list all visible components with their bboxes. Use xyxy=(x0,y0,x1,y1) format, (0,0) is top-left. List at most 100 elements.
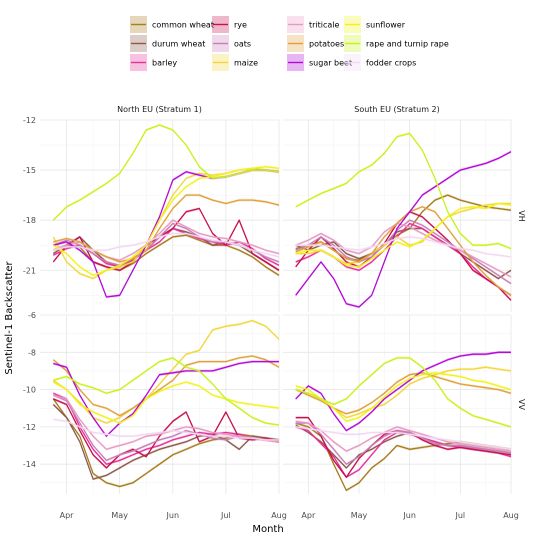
legend-entry-maize: maize xyxy=(212,54,258,71)
series-line-rape-and-turnip-rape xyxy=(295,132,512,250)
strip-label-vv: VV xyxy=(517,399,526,410)
x-tick-label: May xyxy=(351,511,368,520)
series-line-rape-and-turnip-rape xyxy=(53,357,280,426)
series-line-sunflower xyxy=(52,381,280,424)
legend-label-sugar-beet: sugar beet xyxy=(309,59,352,68)
ribbon-sunflower xyxy=(53,165,279,277)
legend-label-rye: rye xyxy=(234,21,247,30)
x-tick-label: Apr xyxy=(60,511,75,520)
ribbon-potatoes xyxy=(295,371,511,416)
series-line-maize xyxy=(52,167,280,280)
panel-north-eu-stratum-1-vv: -14 -12 -10 -8 -6 Apr May Jun Jul Aug xyxy=(23,311,287,520)
legend-entry-durum-wheat: durum wheat xyxy=(130,35,205,52)
series-line-fodder-crops xyxy=(53,232,280,258)
ribbon-triticale xyxy=(295,420,511,453)
y-tick-label: -6 xyxy=(28,311,36,320)
legend-label-barley: barley xyxy=(152,59,177,68)
series-line-maize xyxy=(295,366,512,419)
legend-label-fodder-crops: fodder crops xyxy=(366,59,416,68)
strip-label-north-eu-stratum-1: North EU (Stratum 1) xyxy=(117,105,202,114)
legend-entry-barley: barley xyxy=(130,54,177,71)
series-line-sugar-beet xyxy=(295,151,512,308)
strip-label-south-eu-stratum-2: South EU (Stratum 2) xyxy=(354,105,440,114)
series-line-barley xyxy=(53,392,280,465)
x-tick-label: Apr xyxy=(301,511,316,520)
ribbon-sugar-beet xyxy=(295,351,511,432)
ribbon-rape-and-turnip-rape xyxy=(53,356,279,427)
legend-label-rape-and-turnip-rape: rape and turnip rape xyxy=(366,40,449,49)
y-tick-label: -14 xyxy=(23,460,36,469)
x-tick-label: Jul xyxy=(455,511,466,520)
legend-label-common-wheat: common wheat xyxy=(152,21,214,30)
x-tick-label: Aug xyxy=(271,511,287,520)
series-line-triticale xyxy=(53,394,280,450)
series-line-potatoes xyxy=(52,355,280,417)
series-line-fodder-crops xyxy=(53,418,279,441)
ribbon-maize xyxy=(295,202,511,265)
strip-label-vh: VH xyxy=(517,210,526,222)
legend-entry-common-wheat: common wheat xyxy=(130,16,214,33)
legend-entry-rape-and-turnip-rape: rape and turnip rape xyxy=(344,35,449,52)
x-tick-label: Jul xyxy=(220,511,231,520)
legend-label-maize: maize xyxy=(234,59,258,68)
legend-label-oats: oats xyxy=(234,40,251,49)
y-tick-label: -10 xyxy=(23,386,36,395)
series-line-triticale xyxy=(295,420,512,452)
ribbon-rye xyxy=(295,416,511,479)
legend-label-sunflower: sunflower xyxy=(366,21,406,30)
legend-label-durum-wheat: durum wheat xyxy=(152,40,205,49)
series-line-sugar-beet xyxy=(295,351,511,432)
legend-entry-sugar-beet: sugar beet xyxy=(287,54,352,71)
series-line-sunflower xyxy=(295,202,512,268)
ribbon-fodder-crops xyxy=(295,235,511,259)
panel-south-eu-stratum-2-vv: VV Apr May Jun Jul Aug xyxy=(283,314,526,520)
x-tick-label: Jun xyxy=(166,511,180,520)
legend: common wheat durum wheat barley rye oats maiz… xyxy=(130,16,449,71)
series-line-common-wheat xyxy=(53,234,280,276)
ribbon-sunflower xyxy=(53,380,279,425)
y-tick-label: -15 xyxy=(23,166,36,175)
ribbon-maize xyxy=(53,167,279,280)
y-tick-label: -8 xyxy=(28,348,36,357)
ribbon-potatoes xyxy=(53,354,279,417)
series-line-sunflower xyxy=(295,372,512,422)
y-tick-label: -18 xyxy=(23,216,36,225)
series-line-sugar-beet xyxy=(53,360,279,437)
series-line-rape-and-turnip-rape xyxy=(52,124,280,221)
x-tick-label: Aug xyxy=(503,511,519,520)
x-tick-label: Jun xyxy=(402,511,416,520)
legend-entry-oats: oats xyxy=(212,35,251,52)
series-line-rape-and-turnip-rape xyxy=(295,357,512,428)
series-line-sunflower xyxy=(52,166,280,276)
series-line-oats xyxy=(295,422,512,465)
series-line-triticale xyxy=(295,222,512,278)
legend-label-potatoes: potatoes xyxy=(309,40,344,49)
y-tick-label: -21 xyxy=(23,266,36,275)
facet-panels: North EU (Stratum 1)-21-18-15-12-14-12-1… xyxy=(23,105,526,520)
ribbon-rye xyxy=(53,207,279,272)
legend-entry-fodder-crops: fodder crops xyxy=(344,54,416,71)
panel-south-eu-stratum-2-vh: VH xyxy=(283,119,526,312)
panel-north-eu-stratum-1-vh: -21 -18 -15 -12 xyxy=(23,116,280,312)
ribbon-oats xyxy=(295,421,511,466)
legend-entry-triticale: triticale xyxy=(287,16,340,33)
series-line-rye xyxy=(52,207,280,271)
legend-label-triticale: triticale xyxy=(309,21,340,30)
ribbon-maize xyxy=(295,365,511,419)
y-tick-label: -12 xyxy=(23,116,36,125)
legend-entry-sunflower: sunflower xyxy=(344,16,406,33)
legend-entry-rye: rye xyxy=(212,16,247,33)
y-axis-title: Sentinel-1 Backscatter xyxy=(4,261,15,375)
series-line-potatoes xyxy=(295,372,512,415)
y-tick-label: -12 xyxy=(23,423,36,432)
series-line-fodder-crops xyxy=(295,236,512,258)
series-line-durum-wheat xyxy=(52,404,280,480)
series-line-potatoes xyxy=(295,206,512,296)
x-axis-title: Month xyxy=(252,524,283,535)
ribbon-sunflower xyxy=(295,202,511,269)
series-line-potatoes xyxy=(53,194,280,263)
series-line-fodder-crops xyxy=(295,426,512,450)
x-tick-label: May xyxy=(111,511,128,520)
legend-entry-potatoes: potatoes xyxy=(287,35,344,52)
